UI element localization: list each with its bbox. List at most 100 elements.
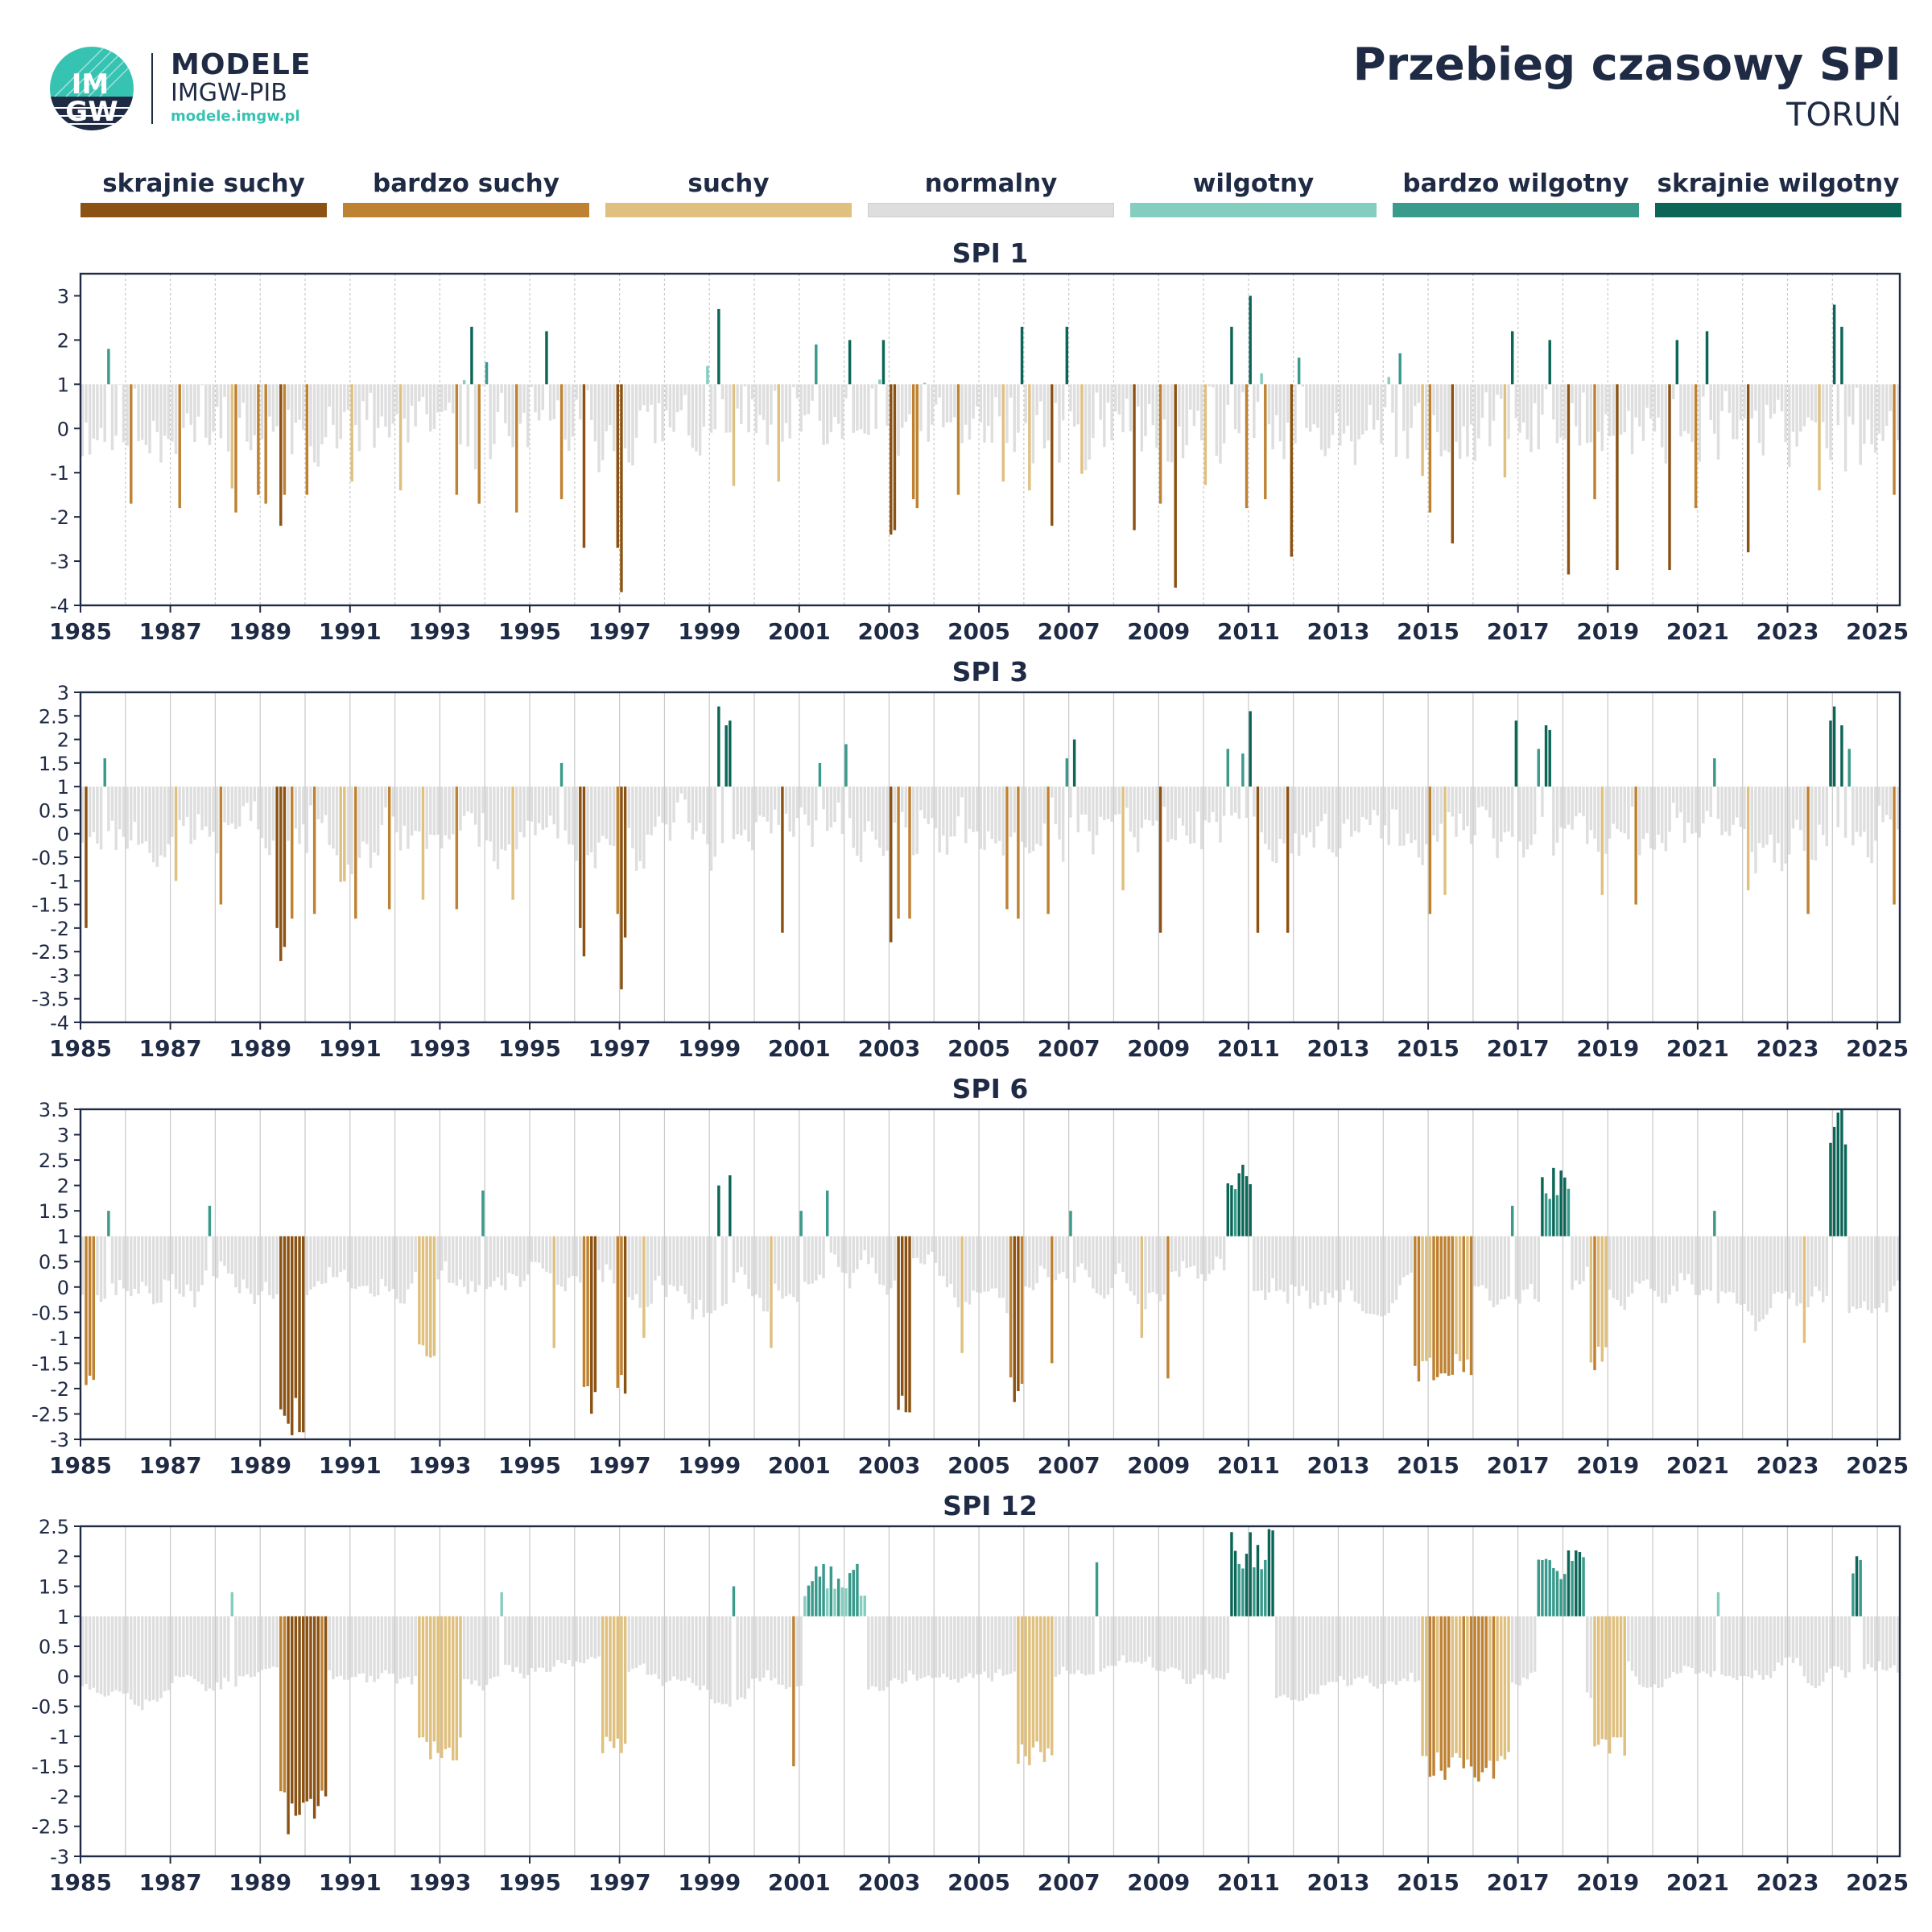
spi-bar	[1147, 786, 1151, 821]
spi-bar	[1282, 1236, 1286, 1292]
spi-bar	[1552, 384, 1555, 420]
spi-bar	[747, 1236, 750, 1290]
spi-bar	[1649, 1236, 1653, 1289]
spi-bar	[758, 1616, 762, 1682]
spi-bar	[1406, 384, 1410, 459]
spi-bar	[979, 1616, 983, 1674]
spi-bar	[216, 384, 219, 407]
spi-bar	[934, 1236, 938, 1263]
spi-bar	[1005, 384, 1009, 444]
y-tick-label: 2.5	[39, 1516, 69, 1538]
spi-bar	[1484, 384, 1488, 393]
spi-bar	[1686, 1236, 1690, 1274]
spi-bar	[1634, 1616, 1637, 1677]
spi-bar	[1548, 1199, 1551, 1236]
spi-bar	[1754, 1616, 1757, 1671]
spi-bar	[287, 1236, 290, 1424]
spi-bar	[1544, 1193, 1548, 1236]
spi-bar	[762, 1236, 766, 1311]
spi-bar	[1432, 384, 1435, 415]
spi-bar	[1863, 384, 1866, 444]
spi-bar	[1510, 1616, 1514, 1683]
spi-bar	[1732, 384, 1735, 440]
x-tick-label: 2021	[1666, 1869, 1729, 1896]
spi-bar	[260, 1236, 264, 1291]
spi-bar	[1795, 1236, 1798, 1307]
spi-bar	[545, 1616, 548, 1673]
spi-bar	[908, 1616, 911, 1671]
spi-bar	[556, 384, 559, 401]
spi-bar	[1327, 1616, 1331, 1682]
spi-bar	[1406, 786, 1410, 834]
spi-bar	[1211, 384, 1215, 388]
spi-bar	[92, 1616, 96, 1688]
spi-bar	[473, 1236, 477, 1293]
spi-bar	[432, 1236, 436, 1356]
spi-bar	[1690, 384, 1694, 442]
y-tick-label: 2	[57, 729, 69, 752]
spi-bar	[432, 1616, 436, 1742]
spi-bar	[1402, 384, 1406, 431]
spi-bar	[1896, 1616, 1900, 1673]
spi-bar	[1076, 384, 1080, 425]
spi-bar	[1020, 1616, 1024, 1745]
spi-bar	[1275, 786, 1278, 863]
spi-bar	[1784, 1236, 1787, 1292]
spi-bar	[1709, 384, 1712, 420]
spi-bar	[1469, 1616, 1473, 1767]
spi-bar	[332, 786, 335, 849]
spi-bar	[1294, 1616, 1297, 1700]
spi-bar	[638, 1236, 642, 1308]
spi-bar	[956, 384, 960, 495]
spi-bar	[1802, 1616, 1806, 1677]
spi-bar	[972, 1236, 975, 1291]
spi-bar	[219, 1236, 223, 1262]
spi-bar	[518, 786, 522, 832]
spi-bar	[421, 1616, 425, 1738]
spi-bar	[99, 1616, 103, 1695]
spi-bar	[729, 384, 732, 433]
spi-bar	[1417, 786, 1421, 858]
spi-bar	[1005, 786, 1009, 910]
spi-bar	[155, 1616, 159, 1702]
spi-bar	[1600, 1236, 1604, 1362]
spi-bar	[1795, 786, 1798, 820]
spi-bar	[410, 1236, 414, 1284]
spi-bar	[620, 1236, 623, 1376]
spi-bar	[822, 786, 825, 810]
brand-url[interactable]: modele.imgw.pl	[171, 108, 300, 125]
spi-bar	[829, 384, 833, 432]
spi-bar	[279, 1616, 283, 1792]
spi-bar	[1507, 1616, 1510, 1752]
spi-bar	[568, 1616, 571, 1660]
spi-bar	[1185, 1236, 1188, 1269]
spi-bar	[1799, 1236, 1802, 1304]
spi-bar	[1428, 384, 1432, 513]
spi-bar	[1555, 1195, 1559, 1236]
spi-bar	[1346, 786, 1349, 819]
spi-bar	[601, 1236, 605, 1282]
spi-bar	[1829, 1616, 1832, 1669]
spi-bar	[504, 1616, 507, 1666]
spi-bar	[1521, 384, 1525, 423]
spi-bar	[1402, 1616, 1406, 1679]
spi-bar	[436, 1236, 440, 1280]
spi-bar	[85, 1236, 88, 1385]
spi-bar	[665, 1616, 668, 1682]
spi-bar	[897, 786, 900, 919]
spi-bar	[720, 1236, 724, 1307]
spi-bar	[103, 1616, 106, 1697]
spi-bar	[1140, 384, 1144, 452]
spi-bar	[986, 1236, 990, 1292]
spi-bar	[964, 384, 968, 425]
spi-bar	[418, 384, 421, 402]
spi-bar	[1054, 384, 1058, 403]
spi-bar	[1847, 1616, 1851, 1673]
spi-bar	[1046, 384, 1050, 441]
spi-bar	[844, 384, 848, 398]
spi-bar	[1166, 1236, 1170, 1379]
spi-bar	[264, 786, 267, 848]
spi-bar	[571, 786, 575, 845]
spi-bar	[92, 1236, 96, 1381]
spi-bar	[1185, 384, 1188, 446]
